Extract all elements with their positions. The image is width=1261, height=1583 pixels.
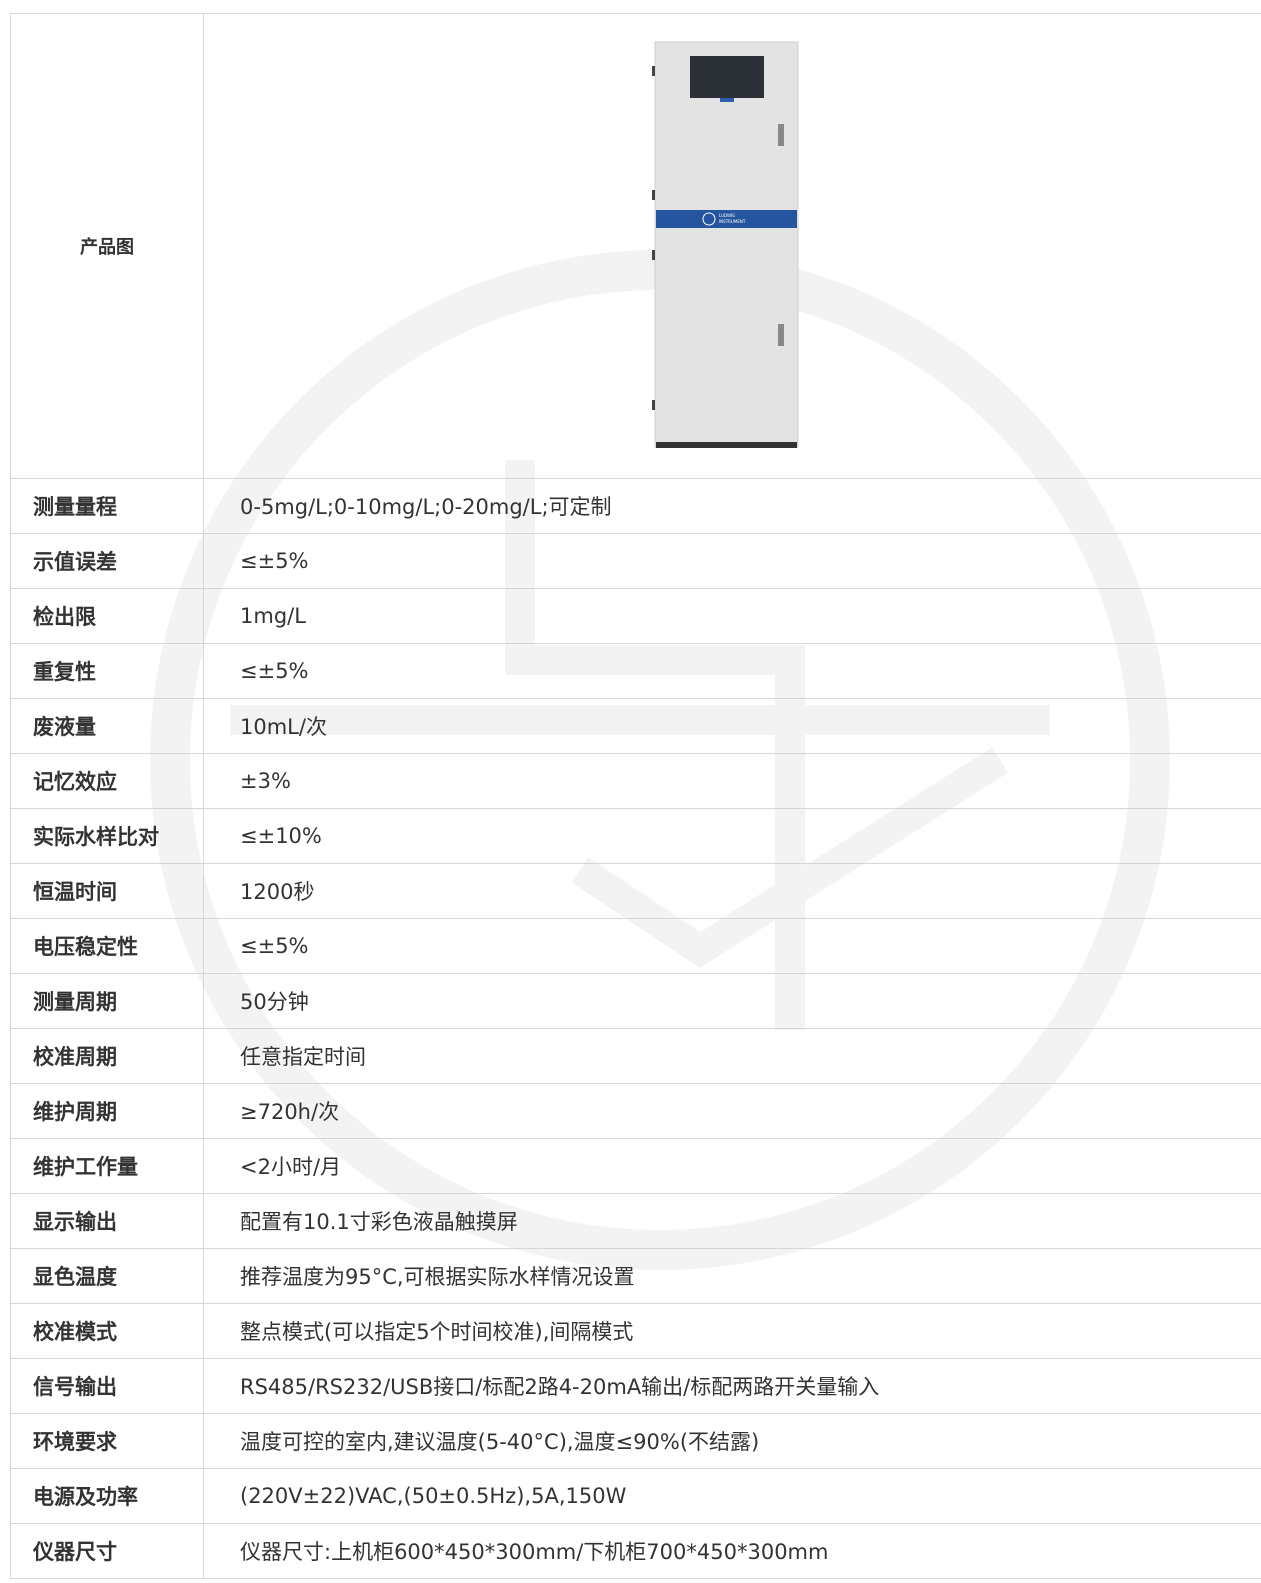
cell-label: 维护工作量 [10, 1138, 204, 1194]
cell-value: 任意指定时间 [203, 1028, 1261, 1084]
table-row: 维护工作量 <2小时/月 [10, 1138, 1261, 1194]
cell-value: ≤±10% [203, 808, 1261, 864]
table-row: 校准模式 整点模式(可以指定5个时间校准),间隔模式 [10, 1303, 1261, 1359]
cell-label: 电压稳定性 [10, 918, 204, 974]
table-row: 校准周期 任意指定时间 [10, 1028, 1261, 1084]
cell-label: 显示输出 [10, 1193, 204, 1249]
table-row: 测量量程 0-5mg/L;0-10mg/L;0-20mg/L;可定制 [10, 478, 1261, 534]
logo-text: INSTRUMENT [719, 219, 746, 224]
cell-label: 示值误差 [10, 533, 204, 589]
table-row: 电源及功率 (220V±22)VAC,(50±0.5Hz),5A,150W [10, 1468, 1261, 1524]
cell-label: 测量量程 [10, 478, 204, 534]
table-body: 产品图 LUDWIG INSTRUMENT [10, 13, 1261, 1579]
table-row: 重复性 ≤±5% [10, 643, 1261, 699]
image-cell: LUDWIG INSTRUMENT [203, 13, 1261, 479]
cell-value: <2小时/月 [203, 1138, 1261, 1194]
cell-label: 环境要求 [10, 1413, 204, 1469]
cell-value: ≤±5% [203, 533, 1261, 589]
cell-value: 1200秒 [203, 863, 1261, 919]
table-row: 环境要求 温度可控的室内,建议温度(5-40°C),温度≤90%(不结露) [10, 1413, 1261, 1469]
cell-value: 推荐温度为95°C,可根据实际水样情况设置 [203, 1248, 1261, 1304]
cell-value: 50分钟 [203, 973, 1261, 1029]
cell-label: 检出限 [10, 588, 204, 644]
cell-label: 实际水样比对 [10, 808, 204, 864]
cell-label: 信号输出 [10, 1358, 204, 1414]
cell-value: ≤±5% [203, 918, 1261, 974]
table-row: 恒温时间 1200秒 [10, 863, 1261, 919]
cell-label: 测量周期 [10, 973, 204, 1029]
cell-label: 显色温度 [10, 1248, 204, 1304]
table-row: 记忆效应 ±3% [10, 753, 1261, 809]
cell-value: RS485/RS232/USB接口/标配2路4-20mA输出/标配两路开关量输入 [203, 1358, 1261, 1414]
table-row: 显示输出 配置有10.1寸彩色液晶触摸屏 [10, 1193, 1261, 1249]
table-row: 示值误差 ≤±5% [10, 533, 1261, 589]
cell-label: 维护周期 [10, 1083, 204, 1139]
logo-text: LUDWIG [719, 213, 735, 218]
cell-label: 恒温时间 [10, 863, 204, 919]
cell-label: 记忆效应 [10, 753, 204, 809]
cell-value: (220V±22)VAC,(50±0.5Hz),5A,150W [203, 1468, 1261, 1524]
cell-value: ≥720h/次 [203, 1083, 1261, 1139]
cell-label: 校准模式 [10, 1303, 204, 1359]
cell-value: ≤±5% [203, 643, 1261, 699]
cell-label: 校准周期 [10, 1028, 204, 1084]
cell-label: 电源及功率 [10, 1468, 204, 1524]
table-row: 维护周期 ≥720h/次 [10, 1083, 1261, 1139]
table-row: 实际水样比对 ≤±10% [10, 808, 1261, 864]
cell-value: 温度可控的室内,建议温度(5-40°C),温度≤90%(不结露) [203, 1413, 1261, 1469]
table-row: 仪器尺寸 仪器尺寸:上机柜600*450*300mm/下机柜700*450*300… [10, 1523, 1261, 1579]
image-row: 产品图 LUDWIG INSTRUMENT [10, 13, 1261, 479]
cell-value: 配置有10.1寸彩色液晶触摸屏 [203, 1193, 1261, 1249]
spec-table: 产品图 LUDWIG INSTRUMENT [10, 13, 1261, 1579]
cell-value: 整点模式(可以指定5个时间校准),间隔模式 [203, 1303, 1261, 1359]
cell-value: 仪器尺寸:上机柜600*450*300mm/下机柜700*450*300mm [203, 1523, 1261, 1579]
table-row: 显色温度 推荐温度为95°C,可根据实际水样情况设置 [10, 1248, 1261, 1304]
cell-value: 10mL/次 [203, 698, 1261, 754]
cell-label: 产品图 [10, 13, 204, 479]
table-row: 检出限 1mg/L [10, 588, 1261, 644]
cell-label: 废液量 [10, 698, 204, 754]
table-row: 电压稳定性 ≤±5% [10, 918, 1261, 974]
product-image: LUDWIG INSTRUMENT [652, 41, 799, 448]
table-row: 废液量 10mL/次 [10, 698, 1261, 754]
table-row: 信号输出 RS485/RS232/USB接口/标配2路4-20mA输出/标配两路开… [10, 1358, 1261, 1414]
table-row: 测量周期 50分钟 [10, 973, 1261, 1029]
cell-value: ±3% [203, 753, 1261, 809]
cell-label: 仪器尺寸 [10, 1523, 204, 1579]
cell-value: 1mg/L [203, 588, 1261, 644]
cell-value: 0-5mg/L;0-10mg/L;0-20mg/L;可定制 [203, 478, 1261, 534]
cell-label: 重复性 [10, 643, 204, 699]
